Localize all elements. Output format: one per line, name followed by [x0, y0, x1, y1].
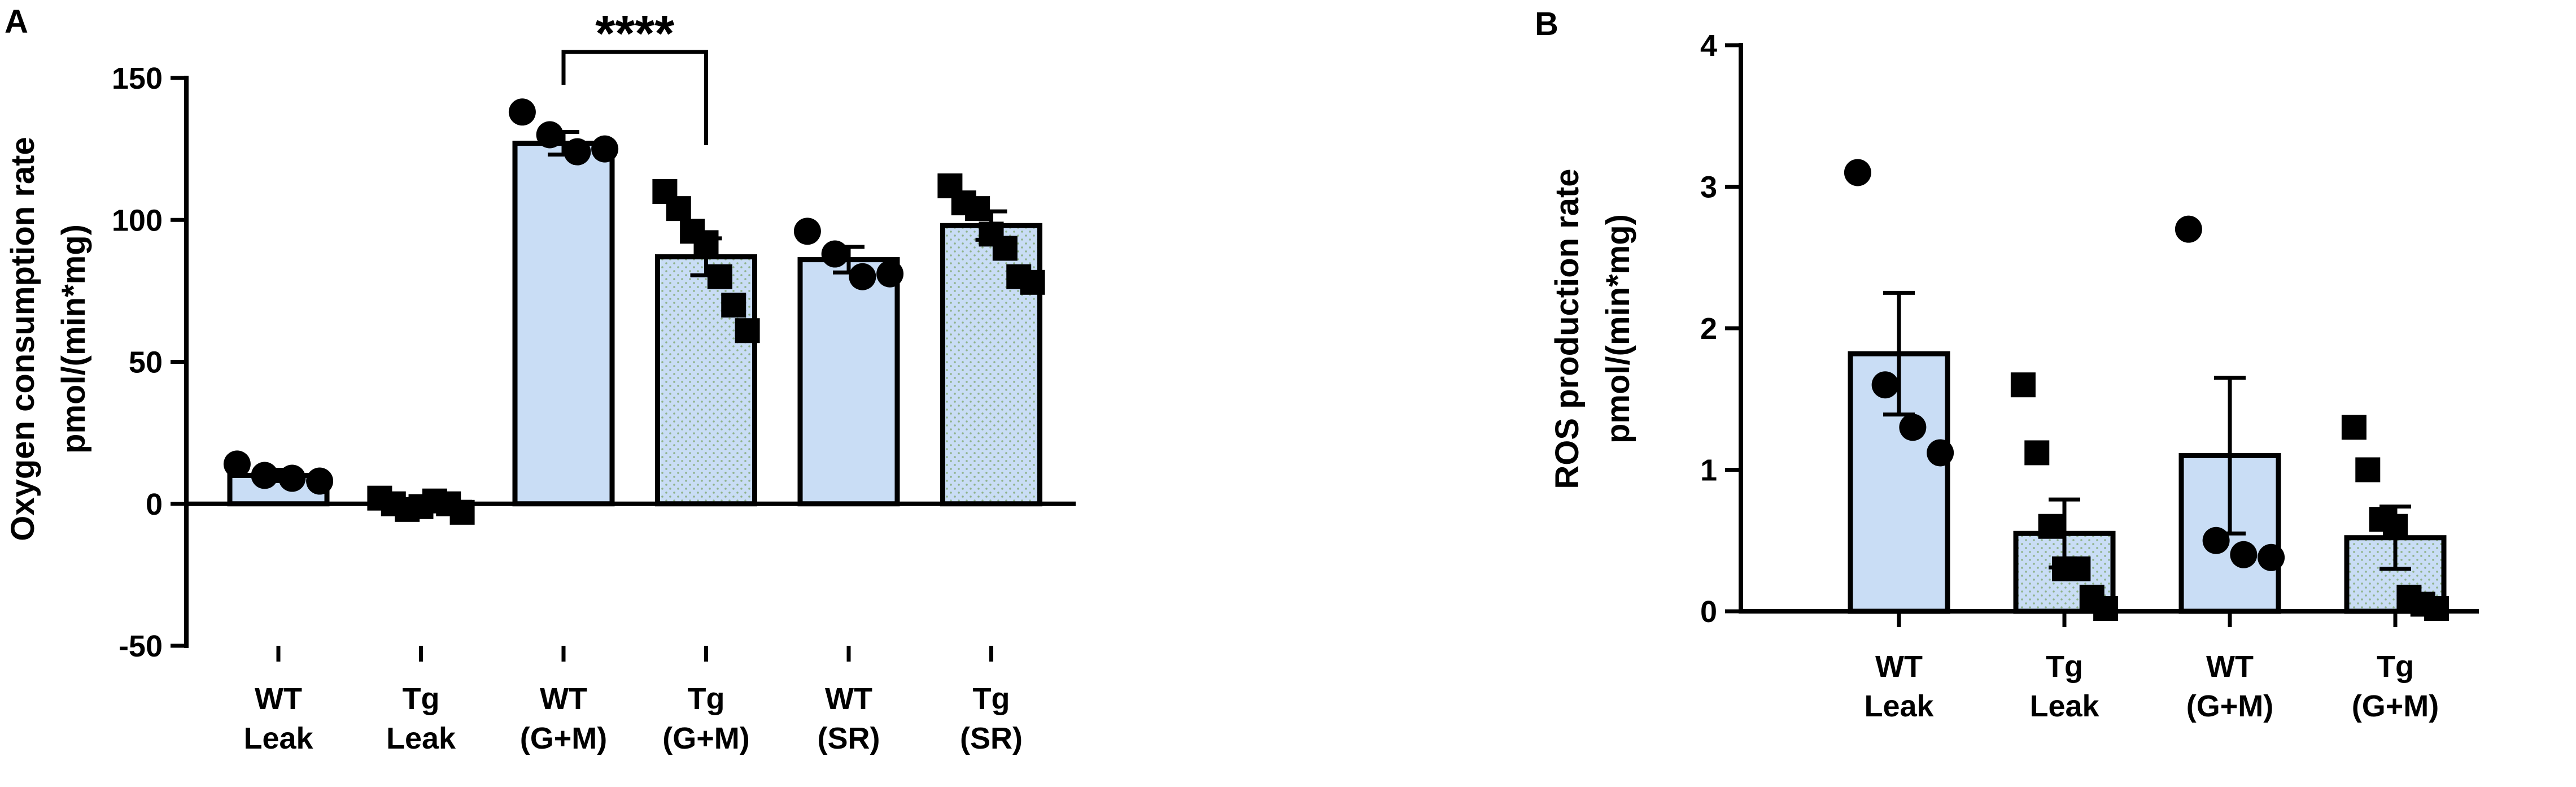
- y-tick-label-1: 150: [112, 62, 163, 95]
- data-point-1-3: [1899, 414, 1927, 441]
- significance-label: ****: [595, 6, 674, 62]
- category-label-2-line-1: Tg: [2046, 650, 2083, 684]
- y-tick-label-2: 3: [1700, 171, 1717, 205]
- y-tick-label-4: 1: [1700, 454, 1717, 488]
- category-label-2-line-2: Leak: [2029, 689, 2099, 723]
- category-label-1-line-2: Leak: [1864, 689, 1934, 723]
- data-point-1-2: [1871, 371, 1899, 399]
- data-point-6-7: [1020, 269, 1045, 295]
- data-point-4-2: [666, 196, 691, 221]
- y-tick-label-5: -50: [119, 629, 163, 663]
- data-point-4-1: [2341, 415, 2367, 440]
- data-point-3-1: [2175, 215, 2202, 243]
- data-point-3-1: [508, 98, 536, 126]
- data-point-2-3: [2038, 514, 2063, 539]
- category-label-3-line-1: WT: [2206, 650, 2254, 684]
- data-point-2-5: [2066, 556, 2091, 581]
- category-label-6-line-1: Tg: [973, 682, 1010, 716]
- data-point-3-4: [591, 135, 619, 163]
- data-point-3-3: [2230, 541, 2258, 568]
- category-label-3-line-2: (G+M): [2186, 689, 2274, 723]
- category-label-4-line-1: Tg: [2377, 650, 2414, 684]
- data-point-4-4: [2383, 514, 2408, 539]
- category-label-1-line-2: Leak: [243, 721, 313, 755]
- y-axis-label-line-1: ROS production rate: [1549, 168, 1586, 489]
- chart-b: 4 3 2 1 0 WT Leak Tg Leak WT (G+M) Tg (G+M) ROS produ…: [1549, 29, 2479, 723]
- data-point-2-7: [2093, 595, 2119, 621]
- data-point-5-4: [876, 260, 904, 288]
- data-point-6-5: [992, 236, 1018, 261]
- y-axis-label-line-2: pmol/(min*mg): [55, 224, 92, 454]
- data-point-6-3: [965, 196, 990, 221]
- data-point-4-4: [693, 230, 719, 255]
- category-label-3-line-2: (G+M): [520, 721, 608, 755]
- panel-label-a: A: [5, 3, 28, 40]
- category-label-1-line-1: WT: [1875, 650, 1923, 684]
- data-point-4-7: [2424, 595, 2450, 621]
- data-point-5-3: [849, 263, 876, 290]
- category-label-5-line-1: WT: [825, 682, 872, 716]
- category-label-4-line-2: (G+M): [2352, 689, 2439, 723]
- category-label-4-line-2: (G+M): [662, 721, 750, 755]
- data-point-1-3: [278, 464, 306, 492]
- y-tick-label-1: 4: [1700, 29, 1717, 63]
- bar-5: [797, 257, 900, 507]
- y-axis-label-line-1: Oxygen consumption rate: [5, 137, 41, 541]
- data-point-5-2: [821, 240, 849, 268]
- category-label-1-line-1: WT: [255, 682, 302, 716]
- category-label-4-line-1: Tg: [688, 682, 725, 716]
- category-label-2-line-2: Leak: [386, 721, 456, 755]
- data-point-3-2: [536, 121, 564, 149]
- chart-a: 150 100 50 0 -50 WT Leak Tg Leak WT (G+M) Tg (G+M) WT…: [5, 6, 1076, 755]
- data-point-1-1: [1844, 159, 1871, 186]
- data-point-3-3: [564, 138, 591, 166]
- y-tick-label-2: 100: [112, 203, 163, 237]
- data-point-5-1: [793, 218, 821, 245]
- bar-3: [512, 141, 615, 507]
- data-point-3-4: [2258, 543, 2285, 571]
- data-point-1-2: [251, 462, 278, 489]
- significance-bracket: [561, 50, 708, 145]
- y-tick-label-5: 0: [1700, 595, 1717, 629]
- data-point-4-6: [721, 293, 746, 318]
- y-tick-label-3: 2: [1700, 312, 1717, 346]
- y-tick-label-4: 0: [146, 488, 163, 521]
- category-label-2-line-1: Tg: [403, 682, 440, 716]
- data-point-1-4: [306, 467, 334, 495]
- y-tick-label-3: 50: [129, 346, 163, 380]
- data-point-1-4: [1927, 439, 1954, 467]
- data-point-4-2: [2355, 457, 2381, 482]
- panel-label-b: B: [1535, 6, 1558, 42]
- y-axis-label-line-2: pmol/(min*mg): [1600, 214, 1636, 443]
- data-point-4-7: [735, 318, 760, 344]
- data-point-1-1: [223, 450, 251, 478]
- data-point-2-1: [2010, 372, 2036, 398]
- data-point-4-5: [707, 264, 732, 289]
- data-point-2-2: [2024, 440, 2050, 466]
- category-label-5-line-2: (SR): [818, 721, 880, 755]
- category-label-3-line-1: WT: [540, 682, 587, 716]
- category-label-6-line-2: (SR): [960, 721, 1023, 755]
- data-point-3-2: [2202, 527, 2230, 554]
